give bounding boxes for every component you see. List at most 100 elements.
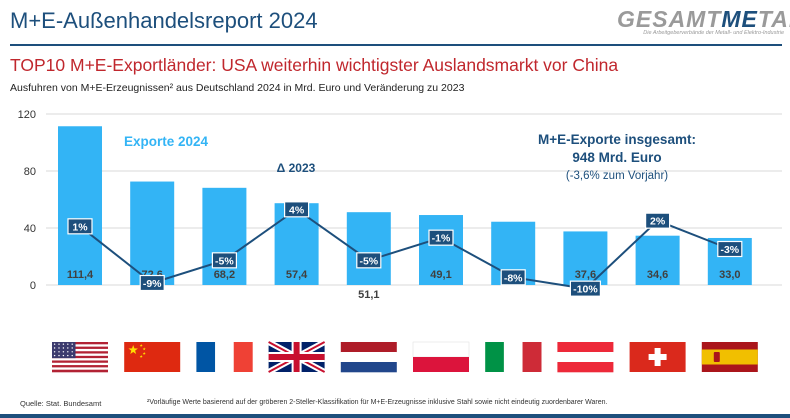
logo-text-1: GESAMT [617, 6, 722, 32]
flag-star [142, 351, 146, 355]
bar-value-label: 34,6 [647, 269, 668, 281]
flag-star [128, 345, 138, 355]
footnote: ²Vorläufige Werte basierend auf der gröb… [147, 399, 608, 406]
title-divider [10, 44, 782, 46]
flag-row [52, 339, 758, 375]
flag-star [53, 354, 56, 357]
flag-star [67, 354, 69, 357]
flag-stripe [52, 365, 108, 368]
bar-value-label: 37,6 [575, 269, 596, 281]
flag-band [340, 352, 397, 363]
data-labels: 111,472,668,257,451,149,144,437,634,633,… [67, 201, 743, 301]
change-label: -3% [720, 244, 739, 256]
flag-star [142, 347, 146, 351]
total-exports-heading: M+E-Exporte insgesamt: [538, 132, 696, 147]
change-label: -10% [573, 284, 598, 296]
flag-band [522, 342, 542, 372]
usa-flag-icon [52, 342, 108, 373]
flag-star [58, 347, 60, 349]
change-label: -8% [504, 272, 523, 284]
gesamtmetall-logo: GESAMTMETALL [617, 6, 790, 33]
logo-text-3: TALL [757, 6, 790, 32]
flag-star [58, 343, 60, 345]
bar-value-label: 111,4 [67, 269, 94, 281]
flag-stripe [52, 358, 108, 361]
bar-0 [58, 126, 102, 285]
change-label: 2% [650, 216, 666, 228]
flag-stripe [52, 360, 108, 364]
change-label-box [428, 229, 454, 246]
page-title: M+E-Außenhandelsreport 2024 [10, 8, 318, 33]
flag-stripe [52, 342, 108, 345]
flag-star [58, 351, 60, 353]
flag-star [67, 347, 69, 349]
flag-band [413, 357, 469, 372]
flag-band [557, 362, 614, 373]
flag-band [503, 342, 523, 372]
logo-text-2: ME [721, 6, 758, 32]
change-label-box [211, 252, 237, 269]
change-label: -1% [432, 233, 451, 245]
flag-star [71, 354, 73, 357]
y-tick-label: 80 [24, 166, 36, 178]
flag-star [62, 354, 65, 357]
change-label: -9% [143, 278, 162, 290]
bar-1 [130, 181, 175, 285]
change-label: 4% [289, 204, 305, 216]
total-exports-change: (-3,6% zum Vorjahr) [566, 170, 668, 182]
flag-stripe [52, 344, 108, 347]
bar-series-title: Exporte 2024 [124, 134, 209, 149]
bar-value-label: 49,1 [430, 269, 451, 281]
flag-band [196, 342, 216, 372]
change-line [79, 208, 731, 290]
bottom-rule [0, 414, 790, 418]
flag-band [340, 362, 397, 373]
flag-star [67, 351, 69, 353]
bar-2 [202, 187, 247, 285]
change-label: 1% [72, 221, 88, 233]
change-label-box [569, 280, 602, 297]
flag-star [71, 343, 73, 345]
flag-band [340, 342, 397, 353]
flag-stripe [52, 346, 108, 350]
flag-band [412, 341, 470, 358]
total-exports-value: 948 Mrd. Euro [572, 150, 661, 165]
change-label: -5% [215, 255, 234, 267]
change-label-box [67, 218, 93, 235]
flag-star [71, 351, 73, 353]
bar-value-label: 33,0 [719, 269, 740, 281]
change-label-box [644, 212, 671, 229]
bar-4 [346, 212, 391, 285]
flag-stripe [52, 353, 108, 357]
flag-star [139, 343, 143, 347]
change-label-box [284, 201, 310, 218]
y-tick-label: 0 [30, 280, 36, 292]
flag-band [557, 342, 614, 353]
flag-stripe [52, 369, 108, 373]
flag-stripe [52, 348, 108, 352]
bar-5 [419, 215, 463, 285]
flag-star [58, 354, 60, 357]
flag-star [62, 347, 65, 349]
spain-flag-icon [701, 342, 758, 372]
flag-star [62, 351, 65, 353]
bar-8 [635, 235, 680, 285]
flag-cross-red [268, 354, 325, 360]
flag-star [62, 343, 65, 345]
chart-description: Ausfuhren von M+E-Erzeugnissen² aus Deut… [10, 82, 465, 94]
flag-stripe [52, 362, 108, 366]
flag-star [71, 347, 73, 349]
flag-stripe [52, 355, 108, 359]
flag-star [139, 354, 143, 358]
italy-flag-icon [485, 342, 542, 372]
chart-subtitle: TOP10 M+E-Exportländer: USA weiterhin wi… [10, 55, 619, 75]
change-line-series [79, 208, 731, 290]
flag-field [124, 342, 181, 372]
flag-band [215, 342, 235, 372]
change-label-box [500, 269, 526, 286]
flag-star [53, 351, 56, 353]
china-flag-icon [124, 342, 181, 372]
bar-series [58, 126, 752, 285]
flag-star [53, 343, 56, 345]
